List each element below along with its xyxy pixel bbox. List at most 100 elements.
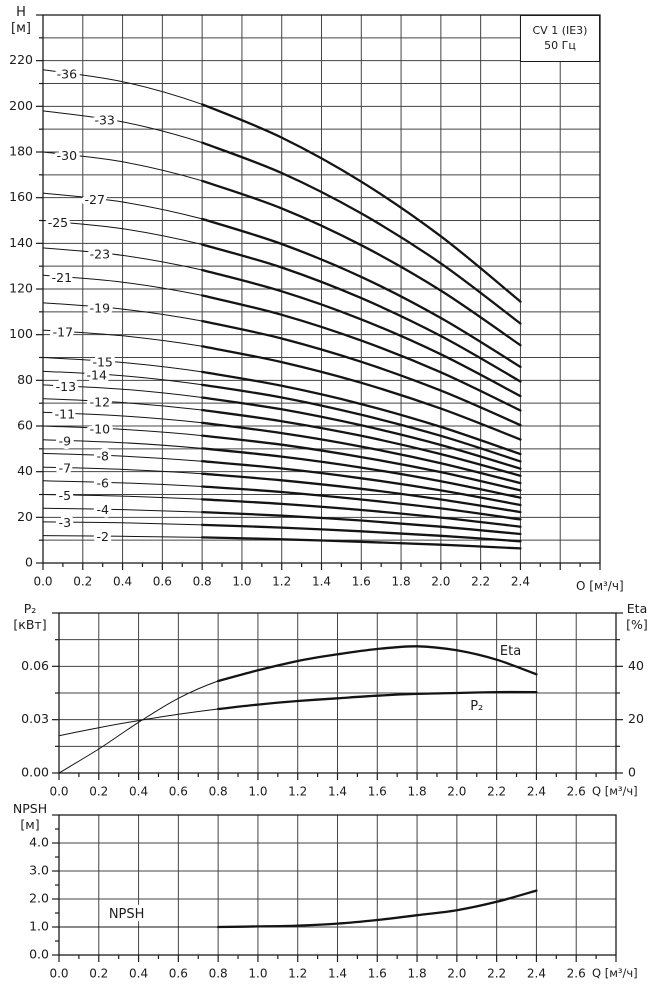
svg-text:1.2: 1.2 [272,575,291,589]
svg-text:0.2: 0.2 [89,785,108,799]
svg-text:20: 20 [628,711,644,726]
svg-text:200: 200 [9,98,33,113]
svg-text:-9: -9 [59,434,72,449]
svg-text:4.0: 4.0 [29,835,49,850]
npsh-chart-x-axis-title: Q [м³/ч] [592,966,638,980]
svg-text:2.0: 2.0 [447,967,466,981]
svg-text:2.0: 2.0 [29,891,49,906]
svg-text:2.4: 2.4 [527,967,546,981]
svg-text:-6: -6 [96,475,109,490]
head-chart-y-axis-title: H [м] [4,5,38,38]
svg-text:0.8: 0.8 [193,575,212,589]
svg-text:0.0: 0.0 [29,947,49,962]
svg-text:0.6: 0.6 [169,967,188,981]
eta-y-title-unit: [%] [626,616,648,632]
svg-text:20: 20 [17,509,33,524]
npsh-chart-y-axis-title: NPSH [м] [4,801,56,832]
svg-text:-36: -36 [57,66,77,81]
svg-text:NPSH: NPSH [109,907,145,922]
svg-text:2.0: 2.0 [447,785,466,799]
pump-type-box: CV 1 (IE3) 50 Гц [520,15,600,62]
svg-text:2.6: 2.6 [567,785,586,799]
svg-text:80: 80 [17,372,33,387]
svg-text:2.6: 2.6 [567,967,586,981]
svg-text:-11: -11 [55,406,75,421]
npsh-y-title-symbol: NPSH [12,801,48,816]
power-chart-left-axis-title: P₂ [кВт] [8,601,52,632]
svg-text:1.4: 1.4 [312,575,331,589]
svg-text:-27: -27 [85,192,105,207]
svg-text:1.2: 1.2 [288,785,307,799]
svg-text:-33: -33 [94,112,114,127]
svg-text:-5: -5 [59,488,71,503]
svg-text:-10: -10 [90,421,110,436]
svg-text:0: 0 [628,765,636,780]
svg-text:0.2: 0.2 [89,967,108,981]
svg-text:-3: -3 [59,515,71,530]
svg-text:-21: -21 [52,270,72,285]
svg-text:-8: -8 [96,448,109,463]
svg-text:0.6: 0.6 [153,575,172,589]
eta-y-title-symbol: Eta [626,601,648,616]
svg-text:1.2: 1.2 [288,967,307,981]
svg-text:180: 180 [9,144,33,159]
svg-text:0.2: 0.2 [73,575,92,589]
svg-text:-17: -17 [53,325,73,340]
svg-text:40: 40 [628,658,644,673]
svg-text:-30: -30 [57,148,77,163]
svg-text:2.2: 2.2 [487,785,506,799]
svg-text:1.6: 1.6 [352,575,371,589]
svg-text:1.0: 1.0 [29,919,49,934]
svg-text:3.0: 3.0 [29,863,49,878]
svg-text:120: 120 [9,281,33,296]
svg-text:0.6: 0.6 [169,785,188,799]
power-chart-x-axis-title: Q [м³/ч] [592,784,638,798]
svg-text:0.4: 0.4 [129,967,148,981]
svg-text:-15: -15 [92,354,112,369]
svg-text:100: 100 [9,326,33,341]
npsh-y-title-unit: [м] [20,816,40,832]
svg-text:1.4: 1.4 [328,785,347,799]
svg-text:1.6: 1.6 [368,967,387,981]
pump-model-label: CV 1 (IE3) [532,23,588,37]
svg-text:1.8: 1.8 [408,967,427,981]
head-y-title-unit: [м] [11,21,31,37]
power-y-title-unit: [кВт] [13,616,47,632]
svg-text:1.8: 1.8 [392,575,411,589]
svg-text:2.4: 2.4 [511,575,530,589]
svg-text:0.0: 0.0 [49,785,68,799]
svg-text:1.4: 1.4 [328,967,347,981]
svg-text:40: 40 [17,463,33,478]
svg-text:-19: -19 [90,300,110,315]
svg-text:-23: -23 [90,246,110,261]
npsh-chart: 0.0 0.2 0.4 0.6 0.8 1.0 1.2 1.4 1.6 1.8 2.0 2.2 2.4 2… [29,814,617,981]
svg-text:140: 140 [9,235,33,250]
svg-text:P₂: P₂ [470,699,483,714]
svg-text:0.03: 0.03 [21,711,49,726]
svg-text:160: 160 [9,189,33,204]
svg-text:1.6: 1.6 [368,785,387,799]
svg-text:-7: -7 [59,461,71,476]
svg-text:0.00: 0.00 [21,765,49,780]
svg-text:1.0: 1.0 [248,967,267,981]
svg-text:60: 60 [17,418,33,433]
svg-text:220: 220 [9,52,33,67]
svg-text:2.0: 2.0 [431,575,450,589]
svg-text:1.0: 1.0 [232,575,251,589]
pump-frequency-label: 50 Гц [544,38,576,52]
svg-text:Eta: Eta [500,644,521,659]
head-chart-x-axis-title: O [м³/ч] [576,579,624,593]
svg-text:1.0: 1.0 [248,785,267,799]
svg-text:-13: -13 [56,379,76,394]
head-y-title-symbol: H [16,5,26,20]
svg-text:0.0: 0.0 [33,575,52,589]
power-chart-right-axis-title: Eta [%] [620,601,654,632]
svg-text:0.06: 0.06 [21,658,49,673]
svg-text:-14: -14 [86,367,106,382]
svg-text:-4: -4 [96,502,109,517]
svg-text:2.4: 2.4 [527,785,546,799]
svg-text:2.2: 2.2 [471,575,490,589]
svg-text:-12: -12 [90,394,110,409]
